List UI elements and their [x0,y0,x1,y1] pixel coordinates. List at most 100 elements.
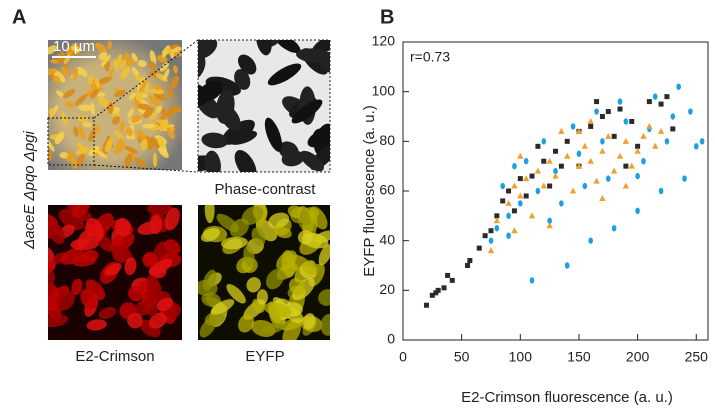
cells-composite [48,40,182,169]
point [517,152,524,159]
cell [71,45,81,53]
point [534,167,542,174]
cell [127,107,134,119]
point [575,127,583,134]
cell [59,152,69,159]
cell [60,247,84,265]
point [552,172,559,179]
point [441,285,447,291]
point [569,187,577,194]
point [622,182,630,189]
cell [85,217,104,242]
point [628,162,635,169]
cell [243,245,255,267]
point [445,272,451,278]
zoom-line [93,164,199,173]
point [511,208,517,214]
point [617,106,623,112]
cell [142,251,158,268]
point [500,198,506,204]
image-label: EYFP [245,348,284,365]
point [605,175,611,182]
cell [166,86,175,99]
cell [156,297,174,312]
cell [115,217,131,237]
cell [157,55,168,63]
point [658,101,664,107]
cell [238,314,255,333]
point [652,142,659,149]
cell [62,88,76,99]
cell [131,114,142,123]
cell [149,110,159,122]
cell [198,40,218,59]
x-axis-label: E2-Crimson fluorescence (a. u.) [461,389,673,406]
point [622,137,630,144]
cell [97,76,112,85]
point [505,199,512,206]
x-tick-label: 50 [454,349,470,365]
cell [320,314,330,336]
cell [71,205,91,219]
point [564,152,571,159]
cell [137,103,151,110]
point [582,182,588,190]
cell [251,227,266,247]
point [494,213,500,219]
cell [221,236,248,250]
cell [52,75,61,84]
cell [48,285,70,306]
cell [166,108,174,119]
cell [48,222,65,245]
x-tick-label: 100 [509,349,533,365]
cell [48,150,53,161]
point [528,212,536,219]
cell [170,75,180,89]
cell [134,75,145,83]
point [629,118,635,124]
cell [152,152,158,168]
cell [137,59,147,68]
point [605,132,612,139]
cell [96,92,106,98]
cells-phase [198,40,330,172]
cell [127,312,143,329]
cells-red [48,205,182,338]
cell [159,119,169,132]
cell [234,149,257,172]
cell [60,67,70,77]
cell [48,259,55,274]
cell [149,50,157,65]
cell [173,65,179,74]
cell [264,117,283,152]
point [529,277,535,284]
cell [156,105,163,114]
point [547,217,552,224]
cell [302,261,318,275]
cell [74,94,88,106]
cell [309,206,328,230]
y-tick-label: 60 [379,182,395,198]
point [623,118,629,125]
point [599,147,606,154]
cell [198,279,218,297]
point [594,99,600,105]
y-tick-label: 40 [379,231,395,247]
y-tick-label: 20 [379,281,395,297]
point [693,143,699,150]
point [512,162,517,170]
point [657,127,665,134]
cell [201,132,229,149]
zoom-line [93,39,199,119]
cell [48,314,69,328]
cell [291,99,323,124]
cell [112,245,128,264]
point [635,143,641,149]
point [670,126,676,132]
cell [287,205,303,219]
y-tick-label: 100 [372,82,396,98]
point [616,152,624,159]
cell [312,128,328,150]
cell [148,312,168,329]
point [564,262,570,269]
